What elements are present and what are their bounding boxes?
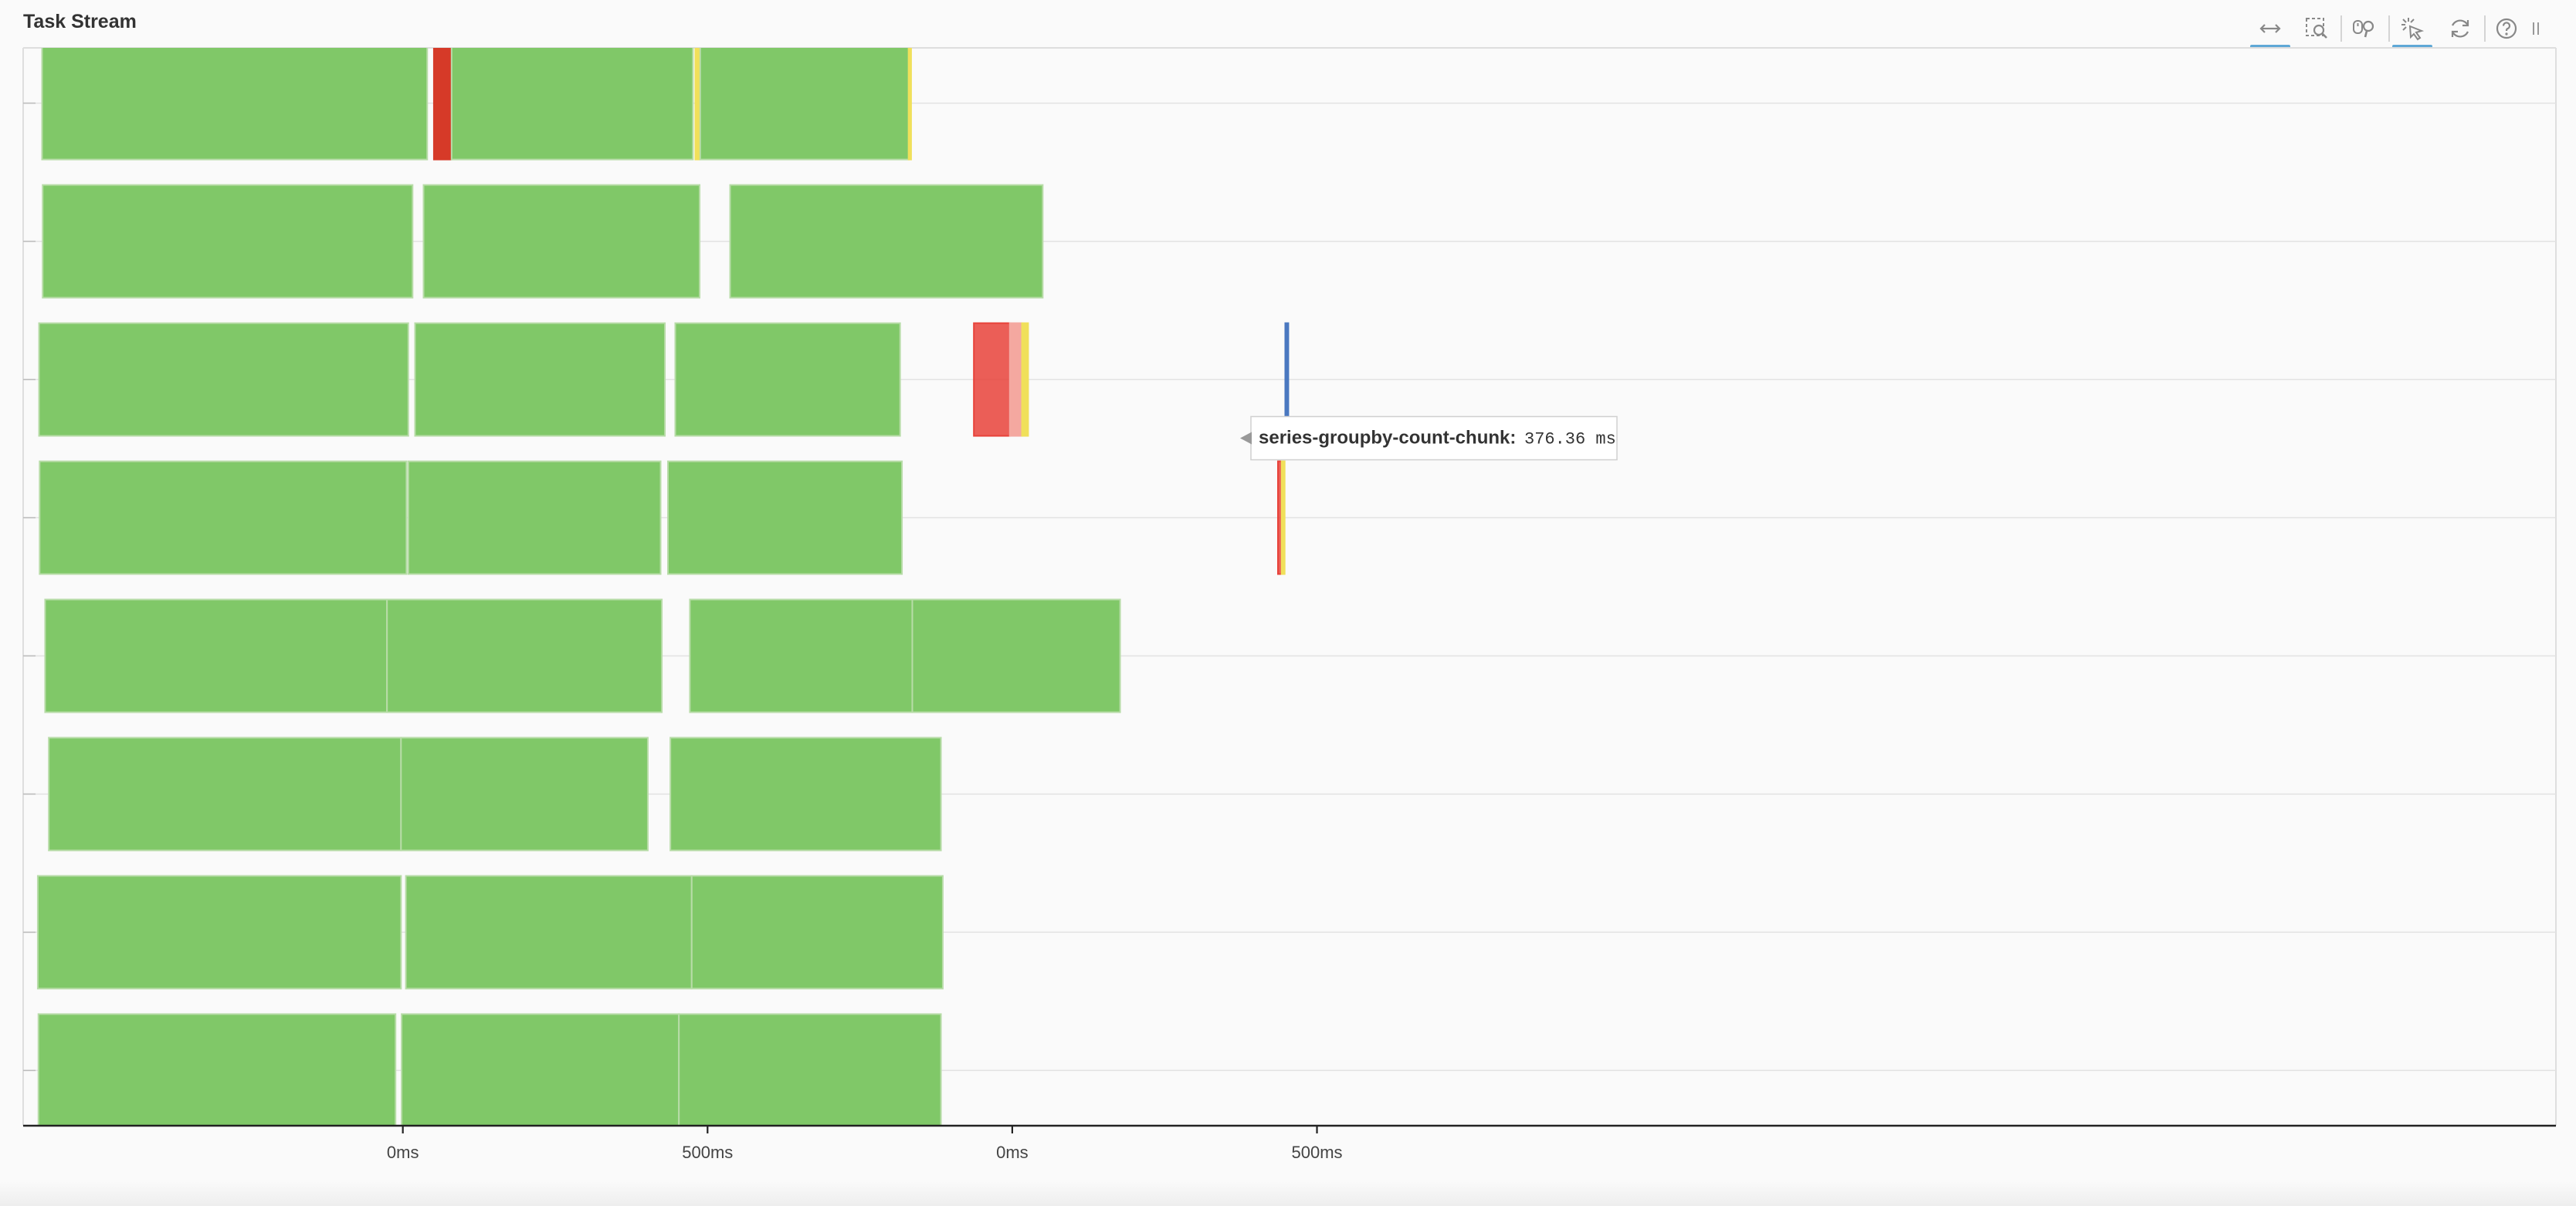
reset-icon	[2451, 19, 2469, 38]
pan-icon	[2259, 24, 2281, 33]
tap-tool-button[interactable]	[2392, 9, 2432, 48]
toolbar-separator	[2340, 15, 2342, 42]
task-bar[interactable]	[401, 1013, 680, 1126]
task-bar[interactable]	[694, 47, 701, 161]
box-zoom-icon	[2306, 18, 2327, 39]
toolbar-separator	[2484, 15, 2486, 42]
task-bar[interactable]	[1280, 460, 1286, 575]
task-bar[interactable]	[689, 598, 913, 713]
task-bar[interactable]	[405, 875, 693, 990]
x-axis: 0ms 500ms 0ms 500ms	[23, 1124, 2556, 1162]
task-bar[interactable]	[666, 460, 903, 575]
task-bar[interactable]	[450, 47, 694, 161]
x-tick-label: 0ms	[387, 1143, 419, 1162]
toolbar-separator	[2388, 15, 2390, 42]
x-tick-label: 0ms	[996, 1143, 1029, 1162]
task-bar[interactable]	[973, 322, 1011, 437]
task-bar[interactable]	[422, 184, 701, 299]
task-bar[interactable]	[407, 460, 662, 575]
task-bar[interactable]	[1021, 322, 1029, 437]
x-tick-label: 500ms	[1291, 1143, 1342, 1162]
task-bar[interactable]	[414, 322, 666, 437]
more-icon	[2533, 22, 2539, 35]
reset-tool-button[interactable]	[2440, 9, 2480, 48]
tap-icon	[2401, 18, 2425, 41]
more-tools-button[interactable]	[2519, 9, 2554, 48]
task-bar[interactable]	[38, 322, 409, 437]
task-bar[interactable]	[37, 1013, 397, 1126]
wheel-zoom-icon	[2353, 20, 2374, 38]
plot-toolbar	[0, 9, 2576, 49]
tooltip-task-name: series-groupby-count-chunk:	[1259, 428, 1516, 449]
tooltip-duration: 376.36 ms	[1524, 430, 1616, 449]
task-bar[interactable]	[386, 598, 663, 713]
task-bar[interactable]	[729, 184, 1044, 299]
help-icon	[2496, 18, 2517, 39]
task-bar[interactable]	[690, 875, 944, 990]
task-bar[interactable]	[907, 47, 912, 161]
task-bar[interactable]	[699, 47, 910, 161]
task-bar[interactable]	[44, 598, 388, 713]
task-bar[interactable]	[911, 598, 1121, 713]
task-bar[interactable]	[432, 47, 452, 161]
pan-tool-button[interactable]	[2250, 9, 2290, 48]
task-bar[interactable]	[400, 737, 649, 852]
help-tool-button[interactable]	[2486, 9, 2527, 48]
task-bar[interactable]	[39, 460, 408, 575]
tooltip-pointer	[1240, 432, 1252, 445]
task-bar[interactable]	[42, 184, 414, 299]
task-bar[interactable]	[674, 322, 901, 437]
wheel-zoom-tool-button[interactable]	[2344, 9, 2384, 48]
x-tick-label: 500ms	[682, 1143, 733, 1162]
task-bar[interactable]	[1008, 322, 1023, 437]
task-bar[interactable]	[41, 47, 429, 161]
task-bar[interactable]	[36, 875, 402, 990]
task-bar[interactable]	[48, 737, 402, 852]
panel-bottom-shadow	[0, 1181, 2576, 1206]
box-zoom-tool-button[interactable]	[2296, 9, 2337, 48]
task-bar[interactable]	[678, 1013, 942, 1126]
task-bar[interactable]	[669, 737, 942, 852]
tooltip-box	[1250, 415, 1618, 461]
task-tooltip: series-groupby-count-chunk: 376.36 ms	[1240, 415, 1618, 461]
panel-title: Task Stream	[23, 11, 137, 32]
task-bars[interactable]	[36, 47, 1290, 1127]
